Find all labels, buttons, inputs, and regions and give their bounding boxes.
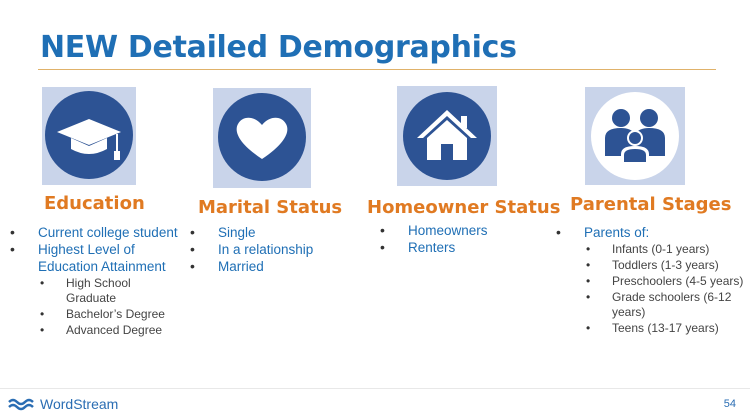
list-item: Single <box>190 224 360 241</box>
graduation-cap-icon <box>57 119 121 160</box>
sub-list-item: Infants (0-1 years) <box>584 242 744 257</box>
title-divider <box>38 69 716 70</box>
homeowner-list: Homeowners Renters <box>380 222 540 256</box>
sub-list: High School Graduate Bachelor’s Degree A… <box>38 276 180 338</box>
sub-list-item: Teens (13-17 years) <box>584 321 744 336</box>
list-item: Parents of: Infants (0-1 years) Toddlers… <box>556 224 744 336</box>
marital-heading: Marital Status <box>198 197 343 218</box>
footer-divider <box>0 388 750 389</box>
homeowner-heading: Homeowner Status <box>367 197 561 218</box>
page-number: 54 <box>723 398 736 410</box>
family-icon <box>605 109 665 162</box>
education-heading: Education <box>44 193 145 214</box>
sub-list-item: High School Graduate <box>38 276 180 306</box>
marital-list: Single In a relationship Married <box>190 224 360 275</box>
slide-title: NEW Detailed Demographics <box>40 30 517 65</box>
list-item: Married <box>190 258 360 275</box>
brand-name: WordStream <box>40 396 119 412</box>
sub-list-item: Preschoolers (4-5 years) <box>584 274 744 289</box>
list-item: Current college student <box>10 224 180 241</box>
list-item: Homeowners <box>380 222 540 239</box>
sub-list-item: Grade schoolers (6-12 years) <box>584 290 744 320</box>
wordstream-logo: WordStream <box>8 396 118 412</box>
list-item: Renters <box>380 239 540 256</box>
sub-list-item: Advanced Degree <box>38 323 180 338</box>
list-item: In a relationship <box>190 241 360 258</box>
education-icon-box <box>42 87 136 185</box>
parental-list: Parents of: Infants (0-1 years) Toddlers… <box>556 224 744 336</box>
parental-icon-box <box>585 87 685 185</box>
sub-list: Infants (0-1 years) Toddlers (1-3 years)… <box>584 242 744 336</box>
list-item: Highest Level of Education Attainment Hi… <box>10 241 180 338</box>
parental-heading: Parental Stages <box>570 194 732 215</box>
wave-logo-icon <box>8 398 34 411</box>
house-icon <box>417 110 477 160</box>
marital-icon-box <box>213 88 311 188</box>
education-list: Current college student Highest Level of… <box>10 224 180 338</box>
sub-list-item: Bachelor’s Degree <box>38 307 180 322</box>
sub-list-item: Toddlers (1-3 years) <box>584 258 744 273</box>
heart-icon <box>236 117 288 159</box>
homeowner-icon-box <box>397 86 497 186</box>
